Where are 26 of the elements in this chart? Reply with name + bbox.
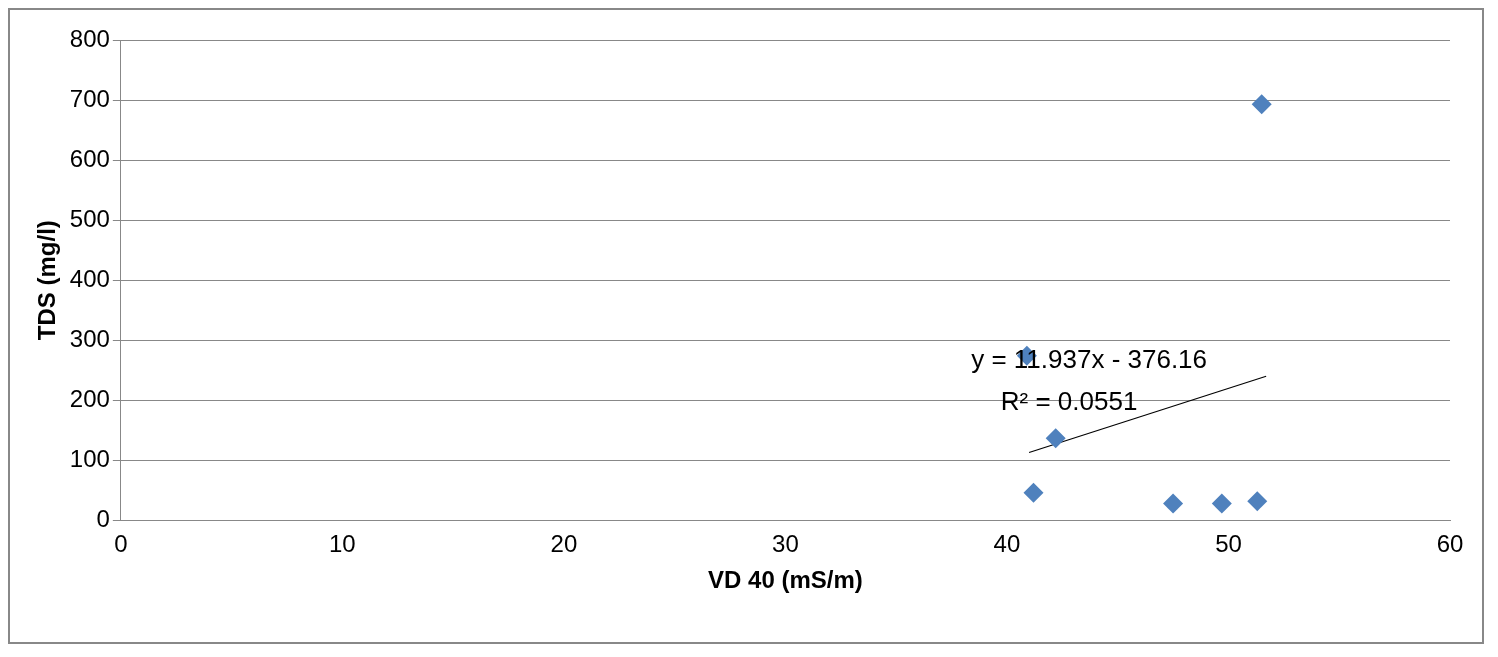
annotation: y = 11.937x - 376.16	[971, 344, 1208, 375]
x-tick-label: 0	[114, 530, 128, 558]
x-tick-label: 20	[550, 530, 578, 558]
y-tick-label: 500	[69, 204, 110, 232]
point	[1023, 482, 1044, 503]
y-tick-label: 200	[69, 384, 110, 412]
x-tick-label: 40	[993, 530, 1021, 558]
y-tick-label: 300	[69, 324, 110, 352]
annotation: R² = 0.0551	[1000, 386, 1138, 417]
x-tick-label: 30	[772, 530, 799, 558]
y-tick-label: 400	[69, 264, 110, 292]
y-tick-label: 700	[69, 84, 110, 112]
point	[1211, 493, 1232, 514]
x-tick-label: 10	[329, 530, 356, 558]
point	[1251, 94, 1272, 115]
y-tick-label: 0	[96, 505, 110, 533]
x-axis-title: VD 40 (mS/m)	[708, 566, 863, 594]
point	[1247, 491, 1268, 512]
y-tick-label: 100	[69, 444, 110, 472]
point	[1045, 428, 1066, 449]
x-tick-label: 50	[1215, 530, 1242, 558]
y-tick-label: 600	[69, 144, 110, 172]
x-tick-label: 60	[1436, 530, 1464, 558]
y-axis-title: TDS (mg/l)	[33, 220, 61, 341]
y-tick-label: 800	[69, 24, 110, 52]
point	[1163, 493, 1184, 514]
